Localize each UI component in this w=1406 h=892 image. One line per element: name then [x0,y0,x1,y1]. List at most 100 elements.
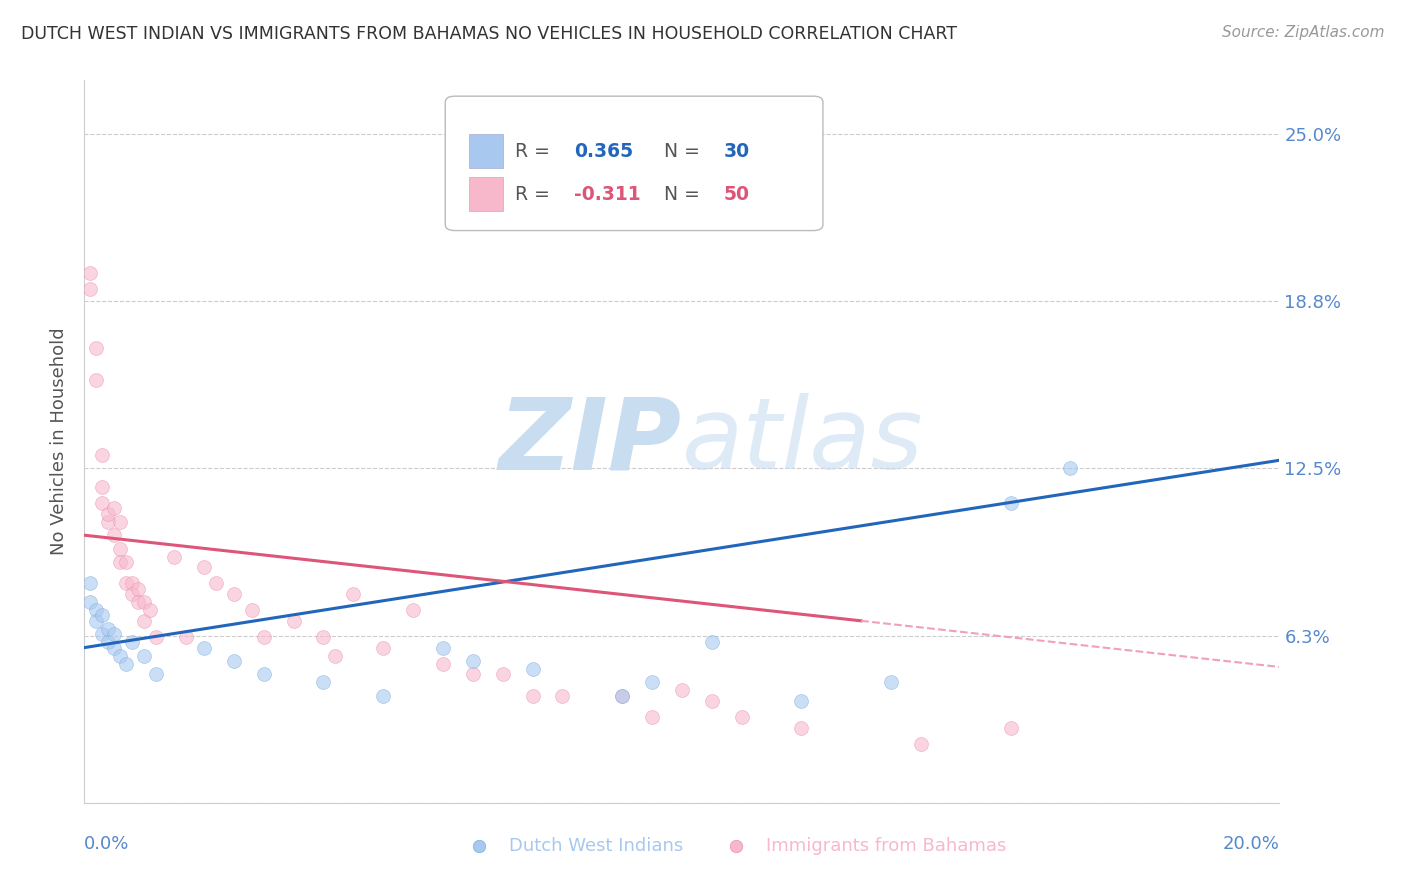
Point [373,689,395,703]
Point [700,635,723,649]
Point [103,528,125,542]
Text: 50: 50 [724,185,749,203]
Point [432,657,454,671]
Point [253,630,276,644]
Point [132,648,156,663]
Text: N =: N = [652,142,706,161]
Point [110,541,132,556]
Point [880,675,903,690]
Text: 30: 30 [724,142,749,161]
Point [240,603,263,617]
Point [312,630,335,644]
Point [790,694,813,708]
Text: Dutch West Indians: Dutch West Indians [509,838,683,855]
Point [731,710,754,724]
Point [461,667,484,681]
Point [110,555,132,569]
Point [86,373,108,387]
Point [1000,496,1022,510]
Point [222,654,245,668]
Point [1059,461,1081,475]
Point [86,603,108,617]
Text: Immigrants from Bahamas: Immigrants from Bahamas [766,838,1005,855]
Point [86,614,108,628]
Point [432,640,454,655]
Point [700,694,723,708]
Point [551,689,574,703]
Text: 0.0%: 0.0% [84,835,129,854]
Point [91,448,114,462]
Point [86,341,108,355]
Text: R =: R = [515,142,555,161]
Point [402,603,425,617]
Point [790,721,813,735]
Point [522,662,544,676]
Bar [470,177,503,211]
Point [641,675,664,690]
Point [222,587,245,601]
Point [121,635,143,649]
Point [139,603,162,617]
Point [1000,721,1022,735]
Point [325,648,347,663]
Point [103,501,125,516]
FancyBboxPatch shape [446,96,823,230]
Y-axis label: No Vehicles in Household: No Vehicles in Household [51,327,69,556]
Text: N =: N = [652,185,706,203]
Point [145,630,167,644]
Point [612,689,634,703]
Point [193,640,215,655]
Point [612,689,634,703]
Point [91,496,114,510]
Point [127,595,149,609]
Point [342,587,364,601]
Point [97,515,120,529]
Point [132,614,156,628]
Point [115,576,138,591]
Point [121,576,143,591]
Text: -0.311: -0.311 [575,185,641,203]
Point [492,667,515,681]
Point [121,587,143,601]
Point [145,667,167,681]
Point [91,627,114,641]
Point [103,627,125,641]
Point [127,582,149,596]
Point [522,689,544,703]
Point [910,737,932,751]
Point [163,549,186,564]
Point [283,614,305,628]
Point [97,507,120,521]
Point [103,640,125,655]
Text: ZIP: ZIP [499,393,682,490]
Point [461,654,484,668]
Point [115,555,138,569]
Point [91,480,114,494]
Point [97,635,120,649]
Point [79,595,101,609]
Point [79,282,101,296]
Point [132,595,156,609]
Point [174,630,197,644]
Point [91,608,114,623]
Text: R =: R = [515,185,555,203]
Point [79,266,101,280]
Point [97,622,120,636]
Point [312,675,335,690]
Point [110,648,132,663]
Point [193,560,215,574]
Point [671,683,693,698]
Text: 0.365: 0.365 [575,142,634,161]
Text: 20.0%: 20.0% [1223,835,1279,854]
Point [79,576,101,591]
Point [205,576,228,591]
Text: DUTCH WEST INDIAN VS IMMIGRANTS FROM BAHAMAS NO VEHICLES IN HOUSEHOLD CORRELATIO: DUTCH WEST INDIAN VS IMMIGRANTS FROM BAH… [21,25,957,43]
Bar [470,134,503,169]
Point [373,640,395,655]
Point [110,515,132,529]
Point [115,657,138,671]
Point [253,667,276,681]
Point [641,710,664,724]
Text: Source: ZipAtlas.com: Source: ZipAtlas.com [1222,25,1385,40]
Text: atlas: atlas [682,393,924,490]
